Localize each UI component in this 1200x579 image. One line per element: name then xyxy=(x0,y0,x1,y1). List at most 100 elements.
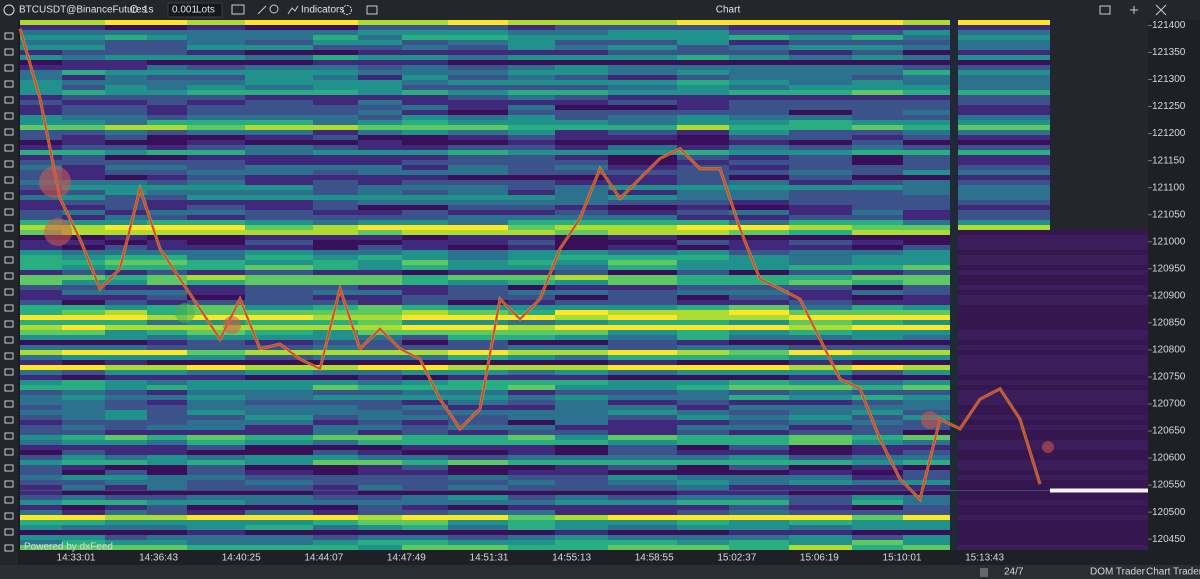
heat-cell xyxy=(903,310,951,316)
zoom-icon[interactable] xyxy=(269,4,279,14)
heat-cell xyxy=(729,365,790,371)
session[interactable]: 24/7 xyxy=(1004,567,1024,578)
symbol[interactable]: BTCUSDT@BinanceFutures xyxy=(19,5,146,16)
scroll-thumb[interactable] xyxy=(980,568,988,577)
heat-cell xyxy=(508,200,556,206)
heat-cell xyxy=(358,540,403,546)
heat-cell xyxy=(852,420,904,426)
heat-cell xyxy=(187,250,246,256)
heat-cell xyxy=(677,455,730,461)
heat-cell xyxy=(958,490,1148,496)
heat-cell xyxy=(958,195,1050,201)
heat-cell xyxy=(20,445,63,451)
crosshair-icon[interactable] xyxy=(342,5,352,15)
heat-cell xyxy=(555,230,609,236)
heat-cell xyxy=(402,160,449,166)
heat-cell xyxy=(245,455,314,461)
heat-cell xyxy=(903,70,951,76)
quantity[interactable]: 0.001 xyxy=(172,5,197,16)
chart-trader[interactable]: Chart Trader xyxy=(1146,567,1200,578)
layout-icon[interactable] xyxy=(366,5,378,15)
tool-icon xyxy=(4,208,14,216)
heat-cell xyxy=(958,270,1148,276)
heat-cell xyxy=(105,465,148,471)
heat-cell xyxy=(147,375,188,381)
camera-icon[interactable] xyxy=(1099,5,1111,15)
heat-cell xyxy=(358,40,403,46)
heat-cell xyxy=(608,230,678,236)
heat-cell xyxy=(729,175,790,181)
heat-cell xyxy=(313,500,359,506)
heat-cell xyxy=(105,265,148,271)
heat-cell xyxy=(358,525,403,531)
heat-cell xyxy=(20,90,63,96)
heat-cell xyxy=(358,415,403,421)
heat-cell xyxy=(20,240,63,246)
heat-cell xyxy=(729,285,790,291)
heat-cell xyxy=(448,405,509,411)
heat-cell xyxy=(147,515,188,521)
heat-cell xyxy=(62,275,106,281)
search-icon[interactable] xyxy=(130,5,138,13)
heat-cell xyxy=(358,290,403,296)
heat-cell xyxy=(20,235,63,241)
quantity-box[interactable] xyxy=(167,2,223,18)
heat-cell xyxy=(555,160,609,166)
heat-cell xyxy=(903,230,951,236)
heat-cell xyxy=(903,135,951,141)
indicators-icon[interactable] xyxy=(287,5,299,15)
heat-cell xyxy=(105,390,148,396)
heat-cell xyxy=(729,240,790,246)
heat-cell xyxy=(20,465,63,471)
heat-cell xyxy=(105,95,148,101)
heat-cell xyxy=(852,135,904,141)
dom-trader[interactable]: DOM Trader xyxy=(1090,567,1146,578)
heat-cell xyxy=(958,245,1148,251)
heat-cell xyxy=(789,90,853,96)
heat-cell xyxy=(187,420,246,426)
draw-icon[interactable] xyxy=(257,5,267,15)
indicators[interactable]: Indicators xyxy=(301,5,344,16)
y-tick-label: 121350 xyxy=(1152,47,1186,58)
heat-cell xyxy=(852,55,904,61)
heat-cell xyxy=(448,385,509,391)
heat-cell xyxy=(62,130,106,136)
heat-cell xyxy=(608,100,678,106)
heat-cell xyxy=(20,170,63,176)
heat-cell xyxy=(789,80,853,86)
heat-cell xyxy=(608,445,678,451)
heat-cell xyxy=(852,225,904,231)
heat-cell xyxy=(677,85,730,91)
heat-cell xyxy=(245,400,314,406)
heat-cell xyxy=(448,205,509,211)
heat-cell xyxy=(903,165,951,171)
heat-cell xyxy=(147,180,188,186)
heat-cell xyxy=(313,115,359,121)
heat-cell xyxy=(508,245,556,251)
heat-cell xyxy=(245,155,314,161)
interval[interactable]: 1s xyxy=(143,5,154,16)
heat-cell xyxy=(448,95,509,101)
heat-cell xyxy=(608,450,678,456)
heat-cell xyxy=(677,275,730,281)
heat-cell xyxy=(608,110,678,116)
heat-cell xyxy=(958,45,1050,51)
heat-cell xyxy=(555,275,609,281)
add-icon[interactable] xyxy=(1130,6,1138,14)
tool-icon xyxy=(4,384,14,392)
heat-cell xyxy=(62,375,106,381)
heat-cell xyxy=(402,445,449,451)
heat-cell xyxy=(313,385,359,391)
heat-cell xyxy=(555,185,609,191)
heat-cell xyxy=(903,35,951,41)
heat-cell xyxy=(555,470,609,476)
heat-cell xyxy=(105,335,148,341)
chart-type-icon[interactable] xyxy=(231,4,245,15)
heat-cell xyxy=(313,240,359,246)
heat-cell xyxy=(508,170,556,176)
heat-cell xyxy=(608,525,678,531)
heat-cell xyxy=(402,465,449,471)
close-icon[interactable] xyxy=(1155,4,1167,16)
tool-icon xyxy=(4,448,14,456)
heat-cell xyxy=(677,220,730,226)
